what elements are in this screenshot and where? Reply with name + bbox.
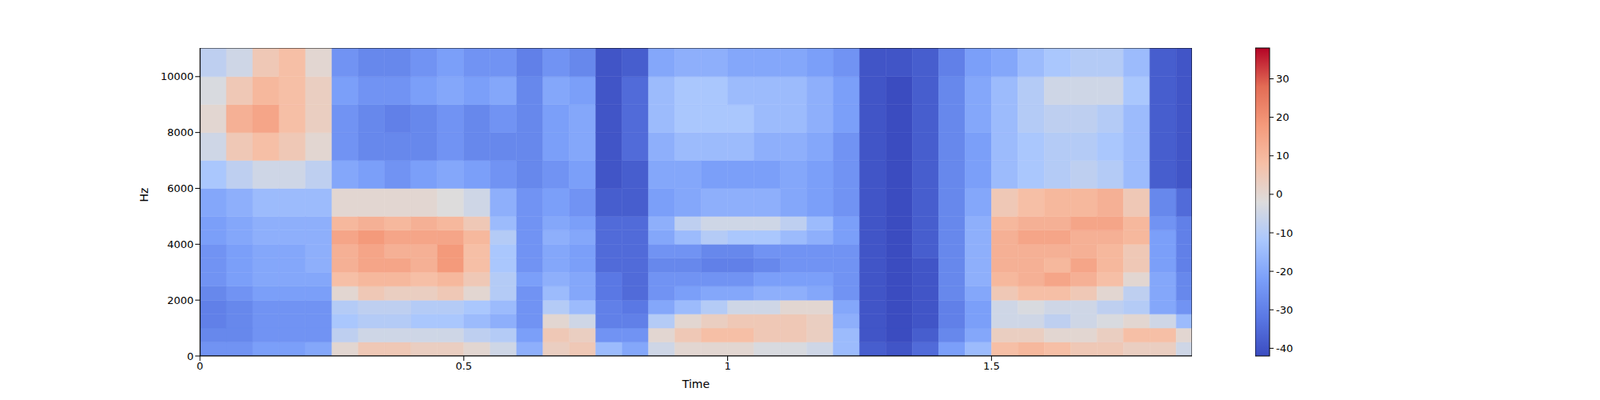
svg-text:30: 30 [1276,72,1290,85]
svg-text:-40: -40 [1276,342,1293,355]
svg-text:0: 0 [187,350,194,363]
svg-text:0: 0 [196,360,204,372]
svg-text:1.5: 1.5 [983,360,1000,372]
svg-text:10: 10 [1276,149,1290,162]
svg-text:Hz: Hz [137,188,151,203]
svg-text:0.5: 0.5 [455,360,472,372]
svg-text:-10: -10 [1276,227,1293,240]
svg-text:4000: 4000 [167,238,194,251]
svg-text:-30: -30 [1276,304,1293,316]
svg-text:Time: Time [681,377,710,391]
svg-text:1: 1 [724,360,731,372]
svg-text:0: 0 [1276,188,1283,200]
svg-text:2000: 2000 [167,294,194,307]
svg-text:8000: 8000 [167,126,194,139]
svg-text:-20: -20 [1276,265,1293,278]
svg-text:10000: 10000 [160,70,194,83]
svg-text:6000: 6000 [167,182,194,195]
svg-text:20: 20 [1276,111,1290,124]
